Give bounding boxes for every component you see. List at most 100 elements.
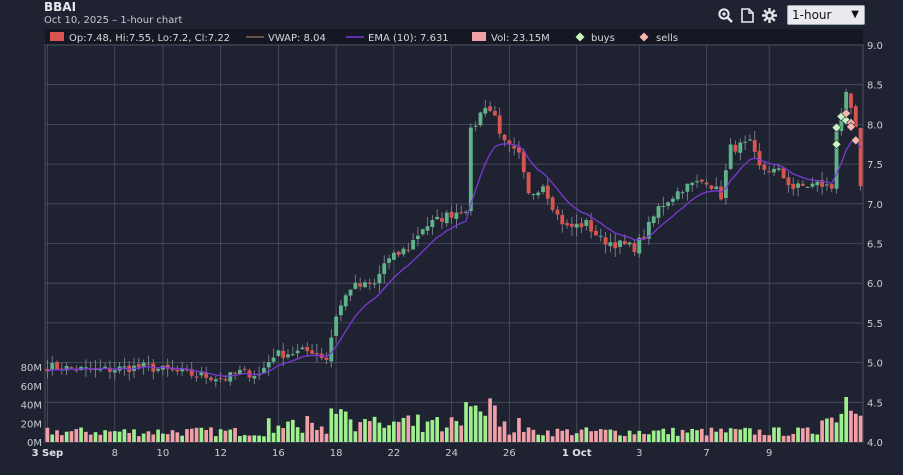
volume-bar	[281, 428, 286, 442]
candle-body	[618, 240, 622, 247]
date-tick-label: 22	[387, 448, 400, 459]
volume-bar	[680, 429, 685, 442]
legend-sells: sells	[656, 33, 678, 44]
volume-bar	[103, 430, 107, 442]
volume-bar	[425, 421, 430, 442]
candle-body	[497, 115, 502, 134]
volume-bar	[449, 417, 454, 442]
candle-body	[377, 273, 382, 284]
sell-marker	[850, 135, 861, 146]
price-tick-label: 4.5	[867, 398, 883, 409]
volume-bar	[238, 436, 242, 442]
candle-body	[502, 134, 507, 141]
date-tick-label: 24	[445, 448, 458, 459]
candle-body	[608, 242, 613, 247]
volume-bar	[98, 434, 103, 442]
volume-bar	[353, 431, 358, 442]
buy-marker	[831, 139, 842, 150]
volume-bar	[647, 434, 651, 442]
volume-bar	[396, 421, 401, 442]
date-tick-label: 7	[703, 448, 709, 459]
symbol-title: BBAI	[44, 0, 77, 14]
ema-line	[47, 138, 862, 378]
volume-bar	[685, 432, 690, 442]
volume-bar	[411, 425, 415, 442]
volume-bar	[719, 428, 723, 442]
candle-body	[560, 214, 565, 225]
candle-body	[733, 144, 738, 152]
candle-body	[521, 151, 526, 173]
candle-body	[776, 168, 781, 170]
candle-body	[391, 252, 396, 260]
candle-body	[189, 369, 194, 376]
chart-toolbar: 1-hour ▼	[717, 5, 865, 25]
volume-bar	[844, 397, 848, 442]
candle-body	[50, 362, 55, 370]
volume-bar	[233, 427, 237, 442]
volume-bar	[622, 435, 627, 442]
candle-body	[762, 164, 767, 170]
volume-bar	[329, 408, 334, 442]
volume-bar	[194, 427, 199, 442]
volume-tick-label: 0M	[27, 438, 42, 449]
candle-body	[512, 146, 517, 149]
volume-bar	[444, 427, 449, 442]
volume-bar	[589, 431, 593, 442]
candle-body	[810, 183, 815, 187]
volume-bar	[440, 431, 444, 442]
candle-body	[719, 186, 723, 200]
date-tick-label: 12	[214, 448, 227, 459]
volume-bars	[45, 397, 863, 442]
volume-bar	[565, 429, 569, 442]
volume-bar	[512, 432, 516, 442]
candle-body	[594, 230, 598, 236]
candle-body	[112, 370, 117, 373]
chart-grid	[44, 44, 864, 443]
volume-bar	[849, 410, 853, 442]
candle-body	[98, 368, 103, 371]
document-icon[interactable]	[739, 7, 755, 23]
volume-tick-label: 20M	[21, 419, 42, 430]
volume-bar	[536, 434, 541, 442]
volume-bar	[541, 435, 545, 442]
candle-body	[483, 107, 488, 114]
volume-bar	[733, 428, 738, 442]
candle-body	[853, 106, 858, 128]
candle-body	[569, 223, 574, 227]
candle-body	[55, 361, 59, 370]
volume-bar	[767, 435, 771, 442]
volume-bar	[786, 435, 791, 442]
candle-body	[545, 185, 550, 199]
volume-tick-label: 60M	[21, 382, 42, 393]
candle-body	[146, 363, 151, 365]
candle-body	[651, 216, 656, 223]
volume-bar	[305, 416, 310, 442]
volume-bar	[199, 427, 204, 442]
candle-body	[632, 242, 637, 253]
volume-bar	[88, 434, 93, 442]
candle-body	[796, 183, 800, 188]
volume-bar	[627, 430, 632, 442]
candle-body	[820, 180, 825, 187]
chevron-down-icon: ▼	[851, 9, 859, 20]
volume-bar	[276, 425, 281, 442]
volume-bar	[858, 415, 863, 442]
gear-icon[interactable]	[761, 7, 777, 23]
buys-swatch	[575, 32, 585, 42]
candle-body	[492, 110, 497, 116]
candle-body	[507, 140, 512, 145]
candle-body	[310, 350, 314, 354]
price-tick-label: 8.5	[867, 81, 883, 92]
interval-select[interactable]: 1-hour ▼	[787, 5, 865, 25]
zoom-icon[interactable]	[717, 7, 733, 23]
candle-body	[454, 212, 459, 219]
volume-bar	[161, 433, 165, 442]
volume-bar	[642, 434, 646, 442]
volume-bar	[165, 434, 170, 442]
volume-bar	[372, 416, 377, 442]
candle-body	[69, 367, 74, 369]
candle-body	[685, 183, 690, 192]
legend-vol: Vol: 23.15M	[491, 33, 550, 44]
volume-bar	[406, 415, 411, 442]
